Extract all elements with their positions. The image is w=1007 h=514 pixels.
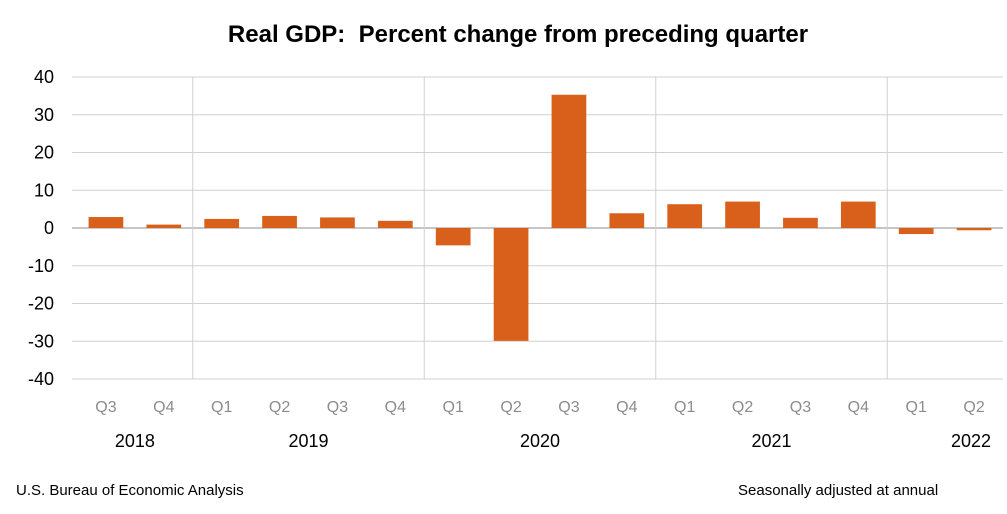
year-label: 2020 bbox=[520, 431, 560, 451]
bar bbox=[493, 228, 529, 341]
y-tick-label: -10 bbox=[28, 256, 54, 276]
y-tick-label: 20 bbox=[34, 143, 54, 163]
x-axis-year-labels: 2018 2019 2020 2021 2022 bbox=[115, 431, 991, 451]
chart-title: Real GDP: Percent change from preceding … bbox=[228, 21, 808, 48]
x-tick-label: Q1 bbox=[211, 399, 232, 416]
bar bbox=[320, 217, 355, 228]
bar bbox=[609, 213, 645, 228]
x-tick-label: Q2 bbox=[732, 399, 753, 416]
x-tick-label: Q1 bbox=[443, 399, 464, 416]
bar bbox=[204, 218, 240, 228]
y-tick-label: -20 bbox=[28, 294, 54, 314]
y-tick-label: -30 bbox=[28, 331, 54, 351]
year-label: 2022 bbox=[951, 431, 991, 451]
x-tick-label: Q3 bbox=[95, 399, 116, 416]
year-label: 2021 bbox=[751, 431, 791, 451]
bar bbox=[262, 215, 297, 228]
y-tick-label: -40 bbox=[28, 369, 54, 389]
x-tick-label: Q4 bbox=[153, 399, 174, 416]
x-tick-label: Q4 bbox=[848, 399, 869, 416]
year-label: 2018 bbox=[115, 431, 155, 451]
bar bbox=[377, 220, 413, 228]
bar bbox=[783, 217, 818, 228]
x-tick-label: Q2 bbox=[963, 399, 984, 416]
y-axis-ticks: 40 30 20 10 0 -10 -20 -30 -40 bbox=[28, 67, 54, 389]
year-separators bbox=[192, 77, 888, 379]
y-tick-label: 0 bbox=[44, 218, 54, 238]
year-label: 2019 bbox=[288, 431, 328, 451]
x-tick-label: Q1 bbox=[906, 399, 927, 416]
y-tick-label: 30 bbox=[34, 105, 54, 125]
bar bbox=[435, 228, 471, 246]
x-tick-label: Q3 bbox=[327, 399, 348, 416]
x-tick-label: Q2 bbox=[500, 399, 521, 416]
bar bbox=[146, 224, 182, 228]
x-tick-label: Q1 bbox=[674, 399, 695, 416]
bar bbox=[840, 201, 876, 228]
x-tick-label: Q2 bbox=[269, 399, 290, 416]
bars bbox=[88, 94, 992, 341]
source-note: U.S. Bureau of Economic Analysis bbox=[16, 482, 244, 499]
adjustment-note: Seasonally adjusted at annual bbox=[738, 482, 939, 499]
x-tick-label: Q4 bbox=[385, 399, 406, 416]
bar bbox=[88, 217, 124, 228]
bar bbox=[898, 228, 934, 235]
x-tick-label: Q4 bbox=[616, 399, 637, 416]
y-tick-label: 40 bbox=[34, 67, 54, 87]
x-tick-label: Q3 bbox=[558, 399, 579, 416]
bar bbox=[956, 228, 992, 231]
x-axis-quarter-labels: Q3 Q4 Q1 Q2 Q3 Q4 Q1 Q2 Q3 Q4 Q1 Q2 Q3 Q4 Q1 Q2 bbox=[95, 399, 985, 416]
bar bbox=[551, 94, 587, 229]
y-tick-label: 10 bbox=[34, 180, 54, 200]
x-tick-label: Q3 bbox=[790, 399, 811, 416]
bar bbox=[667, 204, 703, 228]
bar bbox=[725, 201, 760, 228]
